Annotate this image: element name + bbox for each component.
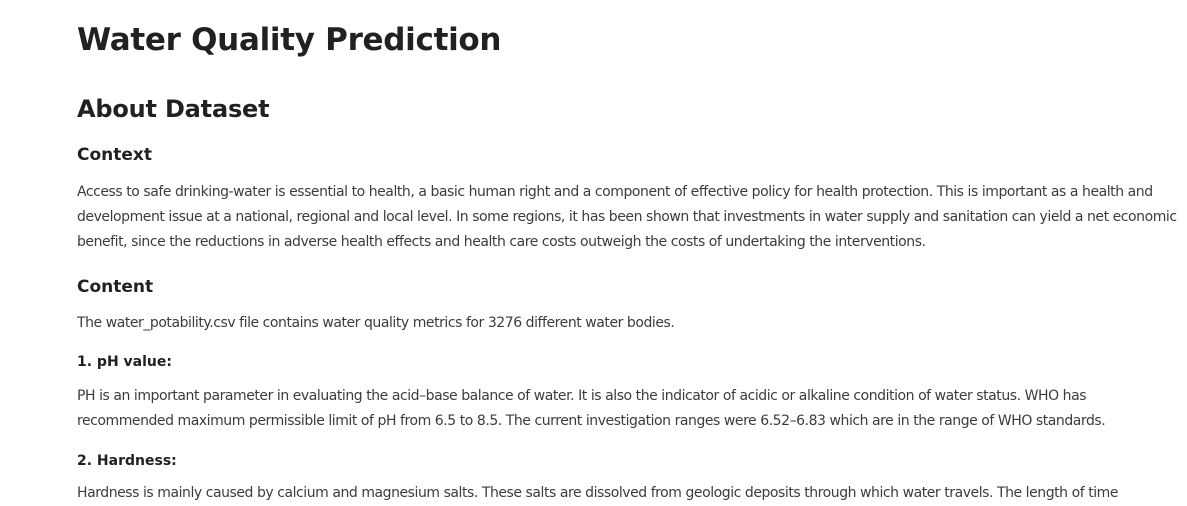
hardness-paragraph: Hardness is mainly caused by calcium and… [77, 485, 1119, 501]
context-heading: Context [77, 145, 153, 165]
content-heading: Content [77, 277, 154, 297]
content-paragraph: The water_potability.csv file contains w… [77, 315, 675, 331]
context-paragraph: Access to safe drinking-water is essenti… [77, 184, 1177, 250]
ph-value-heading: 1. pH value: [77, 354, 172, 370]
hardness-heading: 2. Hardness: [77, 453, 177, 469]
ph-value-paragraph: PH is an important parameter in evaluati… [77, 388, 1106, 429]
page-title: Water Quality Prediction [77, 22, 502, 58]
about-dataset-heading: About Dataset [77, 95, 270, 123]
